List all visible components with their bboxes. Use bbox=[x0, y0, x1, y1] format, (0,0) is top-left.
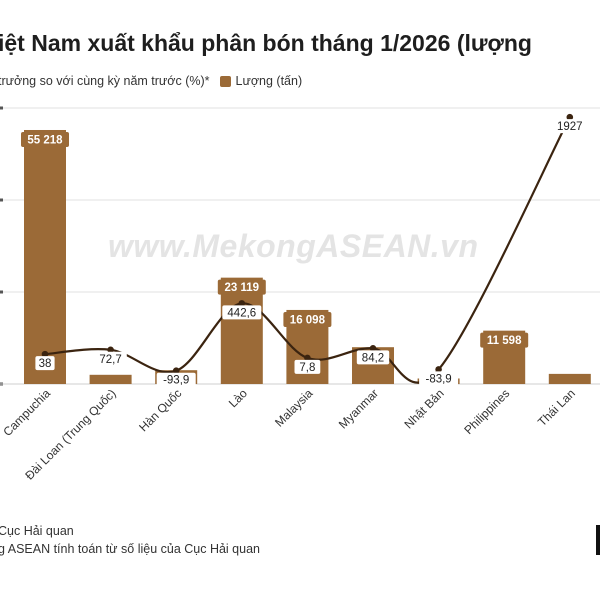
category-tick-label: Thái Lan bbox=[535, 386, 578, 429]
bar bbox=[548, 373, 591, 384]
watermark-text: www.MekongASEAN.vn bbox=[108, 228, 479, 264]
bar-label-bg bbox=[21, 131, 69, 147]
growth-point bbox=[41, 350, 49, 358]
growth-value-label: 72,7 bbox=[99, 354, 121, 366]
growth-label-bg bbox=[222, 305, 262, 320]
growth-label-bg bbox=[419, 371, 459, 386]
source-line-1: Cục Hải quan bbox=[0, 524, 74, 538]
bar-label-bg bbox=[480, 332, 529, 348]
chart-title: iệt Nam xuất khẩu phân bón tháng 1/2026 … bbox=[0, 30, 532, 56]
growth-label-bg bbox=[94, 351, 127, 366]
growth-point bbox=[369, 345, 377, 352]
growth-label-bg bbox=[553, 119, 586, 134]
growth-point bbox=[304, 354, 311, 362]
growth-point bbox=[435, 366, 442, 373]
growth-line bbox=[44, 116, 571, 384]
category-tick-label: Nhật Bản bbox=[401, 386, 446, 431]
growth-label-bg bbox=[35, 356, 55, 371]
bar-value-label: 16 098 bbox=[290, 314, 326, 326]
growth-value-label: 38 bbox=[39, 358, 52, 370]
growth-value-label: 1927 bbox=[557, 121, 583, 133]
legend-item-growth: trưởng so với cùng kỳ năm trước (%)* bbox=[0, 74, 210, 88]
bar-label-bg bbox=[283, 311, 332, 327]
axis-tick-mark bbox=[0, 198, 3, 202]
growth-value-label: 7,8 bbox=[299, 362, 315, 374]
legend-label-growth: trưởng so với cùng kỳ năm trước (%)* bbox=[0, 74, 210, 88]
legend-item-volume: Lượng (tấn) bbox=[210, 74, 303, 88]
growth-point bbox=[172, 367, 180, 374]
bar bbox=[220, 277, 263, 384]
growth-label-bg bbox=[156, 372, 196, 387]
category-tick-label: Hàn Quốc bbox=[136, 386, 184, 434]
category-tick-label: Myanmar bbox=[336, 386, 381, 431]
bar bbox=[89, 374, 132, 384]
category-tick-label: Malaysia bbox=[272, 386, 316, 430]
bar-value-label: 23 119 bbox=[225, 282, 260, 294]
growth-point bbox=[107, 346, 114, 354]
bar-label-bg bbox=[217, 279, 266, 295]
growth-label-bg bbox=[356, 350, 390, 365]
category-tick-label: Lào bbox=[226, 386, 250, 410]
axis-tick-mark bbox=[0, 290, 3, 294]
source-line-2: g ASEAN tính toán từ số liệu của Cục Hải… bbox=[0, 542, 260, 556]
growth-value-label: 84,2 bbox=[362, 352, 384, 364]
chart-legend: trưởng so với cùng kỳ năm trước (%)* Lượ… bbox=[0, 73, 302, 89]
growth-label-bg bbox=[294, 359, 321, 374]
category-tick-label: Campuchia bbox=[0, 386, 53, 439]
bar-value-label: 11 598 bbox=[487, 335, 522, 347]
bar-value-label: 55 218 bbox=[27, 134, 63, 146]
legend-label-volume: Lượng (tấn) bbox=[235, 74, 303, 88]
legend-swatch-volume bbox=[219, 75, 231, 87]
chart-plot: 55 218 23 119 16 098 11 598 38 72,7 -93,9 442,6… bbox=[0, 106, 600, 483]
growth-value-label: -83,9 bbox=[425, 373, 451, 385]
growth-value-label: -93,9 bbox=[163, 375, 189, 387]
axis-tick-mark bbox=[0, 106, 3, 110]
growth-point bbox=[238, 300, 246, 307]
category-tick-label: Philippines bbox=[461, 386, 512, 437]
growth-value-label: 442,6 bbox=[227, 307, 256, 319]
bar bbox=[24, 129, 66, 384]
growth-point bbox=[566, 113, 574, 121]
corner-decoration bbox=[596, 525, 600, 555]
